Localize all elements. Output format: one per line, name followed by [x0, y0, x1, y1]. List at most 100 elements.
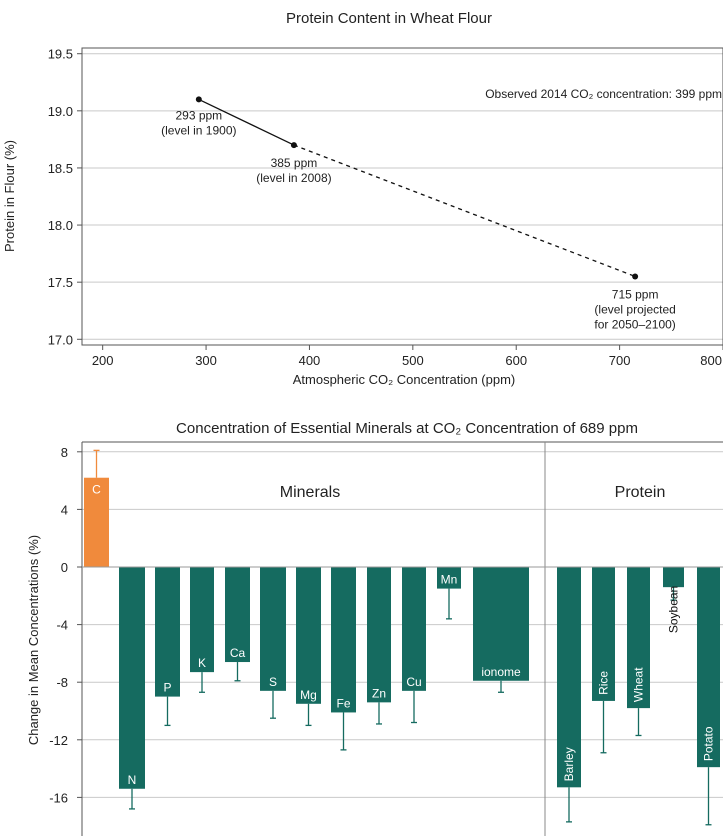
chart2-y-tick-label: 8 [61, 445, 68, 460]
bar-label: Soybean [667, 586, 681, 633]
chart1-point [195, 96, 202, 103]
bar-rect [367, 567, 391, 703]
bar-mg: Mg [296, 567, 321, 727]
section-label-minerals: Minerals [280, 484, 340, 501]
section-label-protein: Protein [615, 484, 666, 501]
chart1-point-label: 293 ppm [175, 108, 222, 122]
bar-label: Ca [230, 646, 246, 660]
bar-label: Rice [597, 671, 611, 695]
chart1-points [195, 96, 639, 280]
bar-rect [260, 567, 286, 691]
chart1-y-tick-label: 17.5 [48, 275, 73, 290]
bar-rice: Rice [592, 567, 615, 754]
chart2-bars: C N P K Ca S Mg Fe Zn Cu Mn ionome Barley Rice Wheat So… [84, 449, 720, 826]
chart2-y-tick-label: 0 [61, 560, 68, 575]
chart1-annotation: Observed 2014 CO₂ concentration: 399 ppm [485, 87, 722, 101]
chart1-point-label: for 2050–2100) [594, 317, 675, 331]
chart1-point-label: (level in 1900) [161, 123, 236, 137]
chart1-x-tick-label: 600 [505, 353, 527, 368]
chart2-y-axis-label: Change in Mean Concentrations (%) [26, 535, 41, 745]
bar-label: Barley [562, 747, 576, 781]
chart1-plot-area [81, 47, 723, 346]
bar-rect [437, 567, 461, 589]
chart1-point-labels: 293 ppm(level in 1900) 385 ppm(level in 2… [161, 108, 676, 331]
bar-label: Wheat [632, 667, 646, 702]
bar-label: S [269, 675, 277, 689]
bar-n: N [119, 567, 145, 810]
bar-fe: Fe [331, 567, 356, 751]
bar-rect [190, 567, 214, 673]
bar-rect [627, 567, 650, 709]
bar-rect [473, 567, 529, 681]
chart1-point [290, 142, 297, 149]
bar-label: Mn [441, 573, 458, 587]
bar-label: N [128, 773, 137, 787]
chart1-point-label: (level projected [594, 302, 675, 316]
bar-k: K [190, 567, 214, 693]
chart2-y-ticks: 8 4 0 -4 -8 -12 -16 [49, 445, 82, 805]
chart1-y-tick-label: 18.0 [48, 218, 73, 233]
chart1-segment-dashed [293, 144, 636, 278]
chart1-y-tick-label: 19.5 [48, 47, 73, 62]
bar-c: C [84, 449, 109, 567]
bar-rect [697, 567, 720, 768]
bar-p: P [155, 567, 180, 727]
chart2-y-tick-label: -16 [49, 790, 68, 805]
bar-label: P [163, 681, 171, 695]
bar-rect [663, 567, 684, 588]
bar-rect [119, 567, 145, 789]
chart1-x-axis-label: Atmospheric CO₂ Concentration (ppm) [293, 372, 516, 387]
chart1-point-label: 715 ppm [612, 287, 659, 301]
bar-label: Zn [372, 686, 386, 700]
bar-label: C [92, 483, 101, 497]
chart1-x-tick-label: 400 [299, 353, 321, 368]
chart1-x-ticks: 200 300 400 500 600 700 800 [92, 345, 723, 368]
bar-ionome: ionome [473, 567, 529, 693]
chart2-y-tick-label: -4 [56, 618, 68, 633]
chart1-segment-solid [198, 98, 295, 146]
chart1-point-label: 385 ppm [271, 156, 318, 170]
bar-potato: Potato [697, 567, 720, 826]
chart1-point-label: (level in 2008) [256, 171, 331, 185]
bar-label: K [198, 656, 206, 670]
bar-label: Mg [300, 688, 317, 702]
chart2-y-tick-label: -12 [49, 733, 68, 748]
chart1-y-axis-label: Protein in Flour (%) [2, 140, 17, 252]
chart2-y-tick-label: 4 [61, 502, 68, 517]
bar-zn: Zn [367, 567, 391, 725]
bar-rect [225, 567, 250, 663]
bar-label: Cu [406, 675, 421, 689]
bar-soybean: Soybean [663, 567, 684, 633]
bar-label: ionome [481, 665, 521, 679]
chart1-y-tick-label: 18.5 [48, 161, 73, 176]
chart1-y-tick-label: 19.0 [48, 104, 73, 119]
chart1-x-tick-label: 500 [402, 353, 424, 368]
bar-rect [557, 567, 581, 788]
bar-rect [592, 567, 615, 701]
chart1-x-tick-label: 800 [700, 353, 722, 368]
bar-barley: Barley [557, 567, 581, 823]
bar-rect [84, 477, 109, 567]
chart1-title: Protein Content in Wheat Flour [286, 10, 492, 27]
bar-cu: Cu [402, 567, 426, 724]
chart2-y-tick-label: -8 [56, 675, 68, 690]
bar-ca: Ca [225, 567, 250, 682]
chart1-gridlines [82, 53, 723, 340]
bar-rect [331, 567, 356, 713]
chart1-y-tick-label: 17.0 [48, 332, 73, 347]
chart1-series-lines [198, 98, 636, 278]
chart2-title: Concentration of Essential Minerals at C… [176, 420, 638, 437]
chart1-y-ticks: 17.0 17.5 18.0 18.5 19.0 19.5 [48, 47, 82, 347]
bar-rect [296, 567, 321, 704]
bar-label: Fe [336, 696, 350, 710]
bar-wheat: Wheat [627, 567, 650, 737]
bar-s: S [260, 567, 286, 719]
bar-mn: Mn [437, 567, 461, 620]
chart1-x-tick-label: 200 [92, 353, 114, 368]
chart1-x-tick-label: 700 [609, 353, 631, 368]
bar-rect [155, 567, 180, 697]
bar-label: Potato [702, 726, 716, 761]
bar-rect [402, 567, 426, 691]
chart1-x-tick-label: 300 [195, 353, 217, 368]
